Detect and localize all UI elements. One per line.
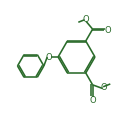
Text: O: O <box>82 15 89 24</box>
Text: O: O <box>89 95 96 104</box>
Text: O: O <box>104 25 111 34</box>
Text: O: O <box>101 82 107 91</box>
Text: O: O <box>46 53 52 62</box>
